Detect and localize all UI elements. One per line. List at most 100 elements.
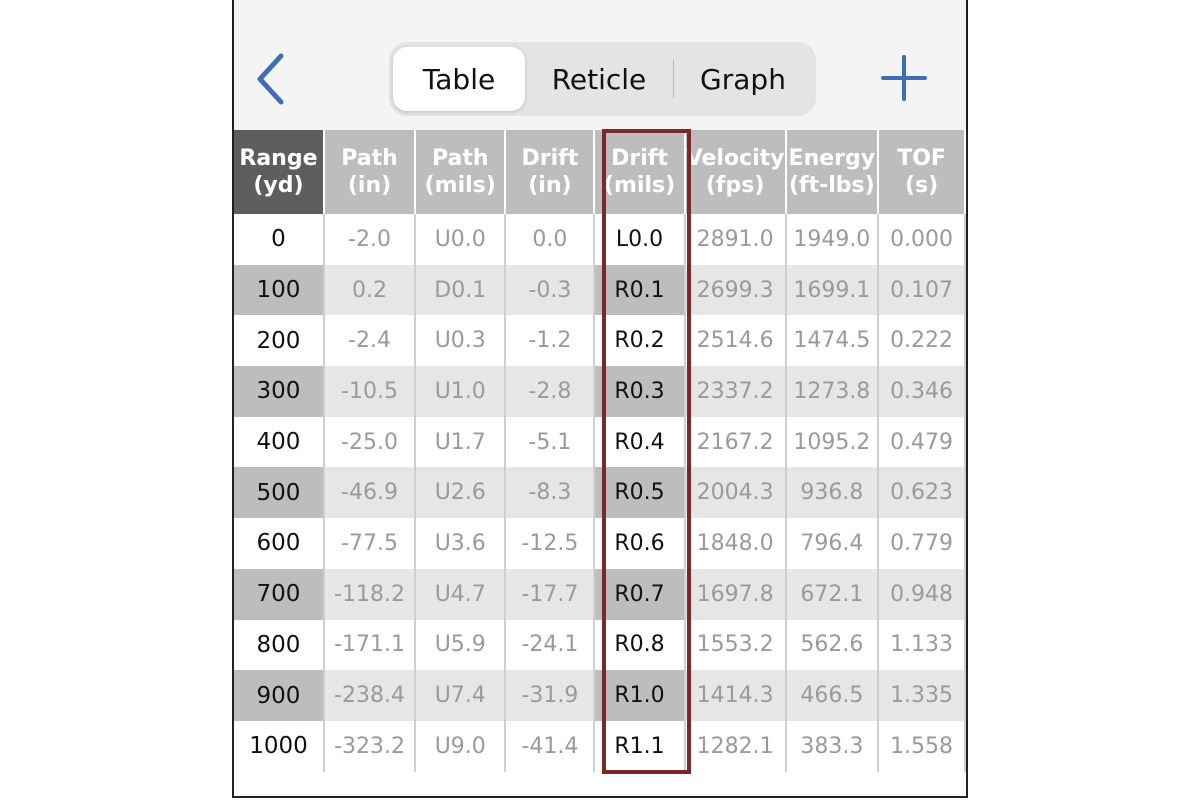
- cell-energy: 936.8: [785, 467, 880, 519]
- cell-path-in: -25.0: [323, 416, 417, 468]
- column-header-title: Path: [431, 146, 489, 171]
- cell-velocity: 1848.0: [684, 518, 787, 569]
- column-header-title: Velocity: [685, 146, 785, 171]
- column-header-drift-in: Drift (in): [505, 130, 596, 214]
- column-header-unit: (in): [347, 173, 392, 198]
- table-row[interactable]: 800 -171.1 U5.9 -24.1 R0.8 1553.2 562.6 1.133: [234, 619, 966, 671]
- cell-range: 0: [234, 214, 325, 265]
- cell-path-in: -2.0: [323, 214, 417, 265]
- cell-path-in: -46.9: [323, 467, 417, 519]
- tab-graph[interactable]: Graph: [700, 62, 786, 96]
- column-header-tof: TOF (s): [878, 130, 966, 214]
- table-header-row: Range (yd) Path (in) Path (mils) Drift (in) Drif…: [234, 130, 966, 214]
- table-row[interactable]: 600 -77.5 U3.6 -12.5 R0.6 1848.0 796.4 0.779: [234, 518, 966, 569]
- column-header-title: Drift: [611, 146, 668, 171]
- cell-drift-mils: R0.1: [594, 264, 686, 316]
- cell-path-mils: U0.3: [415, 315, 507, 367]
- cell-path-in: -171.1: [323, 619, 417, 671]
- cell-path-mils: U9.0: [415, 720, 507, 772]
- cell-drift-mils: R1.1: [594, 720, 686, 772]
- cell-path-in: -77.5: [323, 518, 417, 569]
- cell-energy: 1474.5: [785, 315, 880, 367]
- cell-tof: 0.107: [878, 264, 966, 316]
- cell-drift-in: -8.3: [505, 467, 596, 519]
- tab-table[interactable]: Table: [393, 47, 525, 111]
- cell-tof: 1.133: [878, 619, 966, 671]
- cell-drift-mils: R0.5: [594, 467, 686, 519]
- cell-drift-mils: R0.3: [594, 366, 686, 417]
- cell-range: 700: [234, 568, 325, 620]
- cell-drift-mils: R0.4: [594, 416, 686, 468]
- cell-path-in: -323.2: [323, 720, 417, 772]
- cell-tof: 0.222: [878, 315, 966, 367]
- table-row[interactable]: 100 0.2 D0.1 -0.3 R0.1 2699.3 1699.1 0.107: [234, 264, 966, 316]
- cell-drift-mils: R0.8: [594, 619, 686, 671]
- plus-icon: [881, 55, 927, 101]
- column-header-unit: (ft-lbs): [788, 173, 875, 198]
- table-row[interactable]: 900 -238.4 U7.4 -31.9 R1.0 1414.3 466.5 1.335: [234, 670, 966, 721]
- cell-tof: 0.779: [878, 518, 966, 569]
- table-row[interactable]: 0 -2.0 U0.0 0.0 L0.0 2891.0 1949.0 0.000: [234, 214, 966, 265]
- cell-drift-mils: R0.2: [594, 315, 686, 367]
- table-row[interactable]: 300 -10.5 U1.0 -2.8 R0.3 2337.2 1273.8 0.346: [234, 366, 966, 417]
- cell-energy: 383.3: [785, 720, 880, 772]
- tab-reticle[interactable]: Reticle: [551, 62, 647, 96]
- cell-path-in: 0.2: [323, 264, 417, 316]
- table-row[interactable]: 1000 -323.2 U9.0 -41.4 R1.1 1282.1 383.3 1.558: [234, 720, 966, 772]
- cell-range: 300: [234, 366, 325, 417]
- cell-drift-mils: R0.7: [594, 568, 686, 620]
- cell-tof: 0.479: [878, 416, 966, 468]
- cell-range: 400: [234, 416, 325, 468]
- column-header-path-mils: Path (mils): [415, 130, 507, 214]
- ballistics-table: Range (yd) Path (in) Path (mils) Drift (in) Drif…: [234, 130, 966, 772]
- cell-drift-in: -1.2: [505, 315, 596, 367]
- table-row[interactable]: 200 -2.4 U0.3 -1.2 R0.2 2514.6 1474.5 0.222: [234, 315, 966, 367]
- cell-drift-in: -17.7: [505, 568, 596, 620]
- cell-drift-in: -24.1: [505, 619, 596, 671]
- cell-tof: 0.000: [878, 214, 966, 265]
- cell-velocity: 1553.2: [684, 619, 787, 671]
- cell-path-mils: U3.6: [415, 518, 507, 569]
- column-header-unit: (in): [528, 173, 572, 198]
- cell-tof: 0.623: [878, 467, 966, 519]
- cell-energy: 562.6: [785, 619, 880, 671]
- cell-tof: 1.558: [878, 720, 966, 772]
- table-row[interactable]: 400 -25.0 U1.7 -5.1 R0.4 2167.2 1095.2 0.479: [234, 416, 966, 468]
- cell-energy: 796.4: [785, 518, 880, 569]
- column-header-range: Range (yd): [234, 130, 325, 214]
- cell-velocity: 1414.3: [684, 670, 787, 721]
- column-header-drift-mils: Drift (mils): [594, 130, 686, 214]
- chevron-left-icon: [257, 53, 284, 105]
- cell-energy: 1699.1: [785, 264, 880, 316]
- cell-drift-in: -12.5: [505, 518, 596, 569]
- column-header-unit: (fps): [705, 173, 765, 198]
- cell-energy: 1095.2: [785, 416, 880, 468]
- column-header-unit: (mils): [603, 173, 676, 198]
- cell-velocity: 2004.3: [684, 467, 787, 519]
- cell-range: 100: [234, 264, 325, 316]
- cell-path-mils: U2.6: [415, 467, 507, 519]
- cell-velocity: 2167.2: [684, 416, 787, 468]
- cell-range: 500: [234, 467, 325, 519]
- cell-velocity: 1282.1: [684, 720, 787, 772]
- view-segmented-control: Table Reticle Graph: [389, 42, 816, 116]
- cell-drift-in: -2.8: [505, 366, 596, 417]
- cell-drift-in: -41.4: [505, 720, 596, 772]
- cell-velocity: 1697.8: [684, 568, 787, 620]
- cell-energy: 466.5: [785, 670, 880, 721]
- cell-path-mils: U0.0: [415, 214, 507, 265]
- add-button[interactable]: [878, 52, 930, 104]
- cell-path-in: -10.5: [323, 366, 417, 417]
- back-button[interactable]: [250, 48, 290, 110]
- cell-energy: 1273.8: [785, 366, 880, 417]
- cell-path-in: -238.4: [323, 670, 417, 721]
- column-header-title: Energy: [788, 146, 876, 171]
- column-header-unit: (yd): [253, 173, 304, 198]
- table-body: 0 -2.0 U0.0 0.0 L0.0 2891.0 1949.0 0.000 100 0.2 D…: [234, 214, 966, 772]
- column-header-unit: (s): [904, 173, 939, 198]
- table-row[interactable]: 700 -118.2 U4.7 -17.7 R0.7 1697.8 672.1 0.948: [234, 568, 966, 620]
- cell-path-in: -118.2: [323, 568, 417, 620]
- cell-velocity: 2891.0: [684, 214, 787, 265]
- table-row[interactable]: 500 -46.9 U2.6 -8.3 R0.5 2004.3 936.8 0.623: [234, 467, 966, 519]
- column-header-velocity: Velocity (fps): [684, 130, 787, 214]
